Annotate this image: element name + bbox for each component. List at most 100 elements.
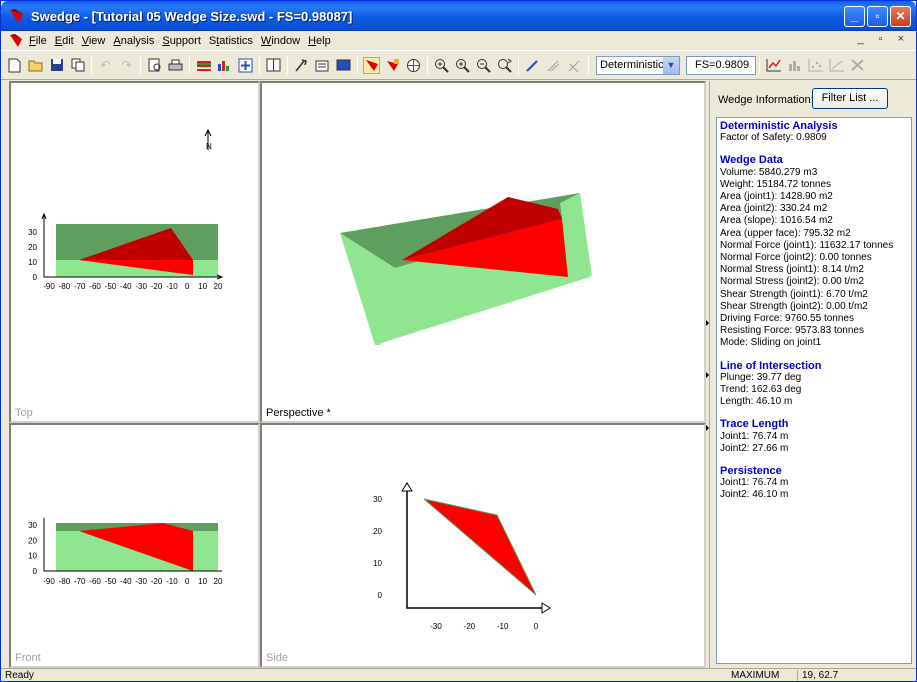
info-line: Factor of Safety: 0.9809: [720, 132, 827, 144]
top-view-pane[interactable]: N -90 -80 -70 -60 -50 -40 -30 -20 -10 0 10 20 30 20 10…: [9, 81, 260, 423]
zoom-in-icon[interactable]: [454, 57, 471, 74]
copy-icon[interactable]: [69, 57, 86, 74]
bar-chart-icon[interactable]: [786, 57, 803, 74]
analysis-mode-value: Deterministic: [600, 59, 664, 71]
zoom-out-icon[interactable]: [475, 57, 492, 74]
axis-tick-label: 20: [214, 282, 223, 291]
menu-support[interactable]: Support: [162, 34, 201, 47]
pencil-icon[interactable]: [524, 57, 541, 74]
axis-tick-label: 0: [185, 577, 190, 586]
menu-view[interactable]: View: [81, 34, 106, 47]
menu-window[interactable]: Window: [260, 34, 301, 47]
print-preview-icon[interactable]: [146, 57, 163, 74]
redo-icon[interactable]: ↷: [121, 58, 132, 72]
info-line: Plunge: 39.77 deg: [720, 371, 802, 383]
status-coordinates: 19, 62.7: [797, 670, 838, 681]
bolt-icon[interactable]: [293, 57, 310, 74]
wedge-upper: [79, 228, 193, 260]
section-title: Trace Length: [720, 418, 789, 431]
stereonet-icon[interactable]: [405, 57, 422, 74]
maximize-button[interactable]: ▫: [867, 6, 888, 27]
edit-support-icon[interactable]: [545, 57, 562, 74]
clear-chart-icon[interactable]: [849, 57, 866, 74]
rotate-view-icon[interactable]: [496, 57, 513, 74]
north-label: N: [206, 142, 212, 151]
sensitivity-chart-icon[interactable]: [828, 57, 845, 74]
axis-tick-label: -30: [135, 577, 147, 586]
front-view-pane[interactable]: -90 -80 -70 -60 -50 -40 -30 -20 -10 0 10 20 30 20 10 0 …: [9, 423, 260, 668]
axis-tick-label: -40: [120, 577, 132, 586]
toolbar-separator: [588, 56, 589, 74]
document-icon[interactable]: [9, 33, 25, 48]
histogram-icon[interactable]: [216, 57, 233, 74]
wedge-slope: [402, 219, 568, 277]
display-options-icon[interactable]: [335, 57, 352, 74]
axis-tick-label: 20: [373, 527, 382, 536]
wedge-render-icon[interactable]: [384, 57, 401, 74]
info-line: Trend: 162.63 deg: [720, 384, 802, 396]
filter-list-button[interactable]: Filter List ...: [812, 88, 888, 109]
chart-icon[interactable]: [765, 57, 782, 74]
side-view-pane[interactable]: -30 -20 -10 0 30 20 10 0 Side: [260, 423, 706, 668]
joint-planes-icon[interactable]: [195, 57, 212, 74]
info-line: Normal Force (joint1): 11632.17 tonnes: [720, 239, 894, 251]
side-view-canvas: -30 -20 -10 0 30 20 10 0: [373, 482, 551, 631]
info-line: Weight: 15184.72 tonnes: [720, 178, 832, 190]
view-label: Front: [15, 652, 41, 664]
axis-tick-label: -20: [151, 282, 163, 291]
axis-tick-label: 0: [378, 591, 383, 600]
print-icon[interactable]: [167, 57, 184, 74]
axis-tick-label: 0: [33, 273, 38, 282]
menu-statistics[interactable]: Statistics: [208, 34, 253, 47]
info-line: Area (slope): 1016.54 m2: [720, 215, 833, 227]
new-file-icon[interactable]: [6, 57, 23, 74]
wedge-information-panel: Wedge Information: Filter List ... Deter…: [709, 81, 916, 668]
axis-tick-label: 30: [28, 228, 37, 237]
info-line: Joint2: 27.66 m: [720, 442, 789, 454]
zoom-all-icon[interactable]: [433, 57, 450, 74]
properties-icon[interactable]: [314, 57, 331, 74]
top-view-canvas: N -90 -80 -70 -60 -50 -40 -30 -20 -10 0 10 20 30 20 10…: [28, 128, 224, 291]
wedge-side: [423, 498, 537, 596]
title-bar[interactable]: Swedge - [Tutorial 05 Wedge Size.swd - F…: [1, 1, 916, 31]
toolbar-separator: [189, 56, 190, 74]
close-button[interactable]: ✕: [890, 6, 911, 27]
wedge-upper: [402, 197, 562, 260]
view-label: Top: [15, 407, 33, 419]
axis-tick-label: 30: [28, 521, 37, 530]
axis-tick-label: -90: [43, 577, 55, 586]
analysis-mode-select[interactable]: Deterministic ▼: [596, 55, 680, 75]
axis-tick-label: 30: [373, 495, 382, 504]
perspective-view-pane[interactable]: Perspective *: [260, 81, 706, 423]
toolbar-separator: [287, 56, 288, 74]
add-support-icon[interactable]: [237, 57, 254, 74]
layout-panes-icon[interactable]: [265, 57, 282, 74]
axis-tick-label: -70: [74, 577, 86, 586]
delete-support-icon[interactable]: [566, 57, 583, 74]
mdi-window-controls[interactable]: _ ▫ ×: [857, 33, 910, 45]
axis-tick-label: 20: [28, 536, 37, 545]
menu-help[interactable]: Help: [308, 34, 331, 47]
info-line: Normal Stress (joint2): 0.00 t/m2: [720, 276, 864, 288]
scatter-chart-icon[interactable]: [807, 57, 824, 74]
wedge-information-list[interactable]: Deterministic Analysis Factor of Safety: …: [716, 117, 912, 664]
info-line: Area (joint2): 330.24 m2: [720, 203, 828, 215]
section-title: Line of Intersection: [720, 359, 822, 372]
status-mode: MAXIMUM: [731, 670, 780, 681]
axis-tick-label: 20: [28, 243, 37, 252]
wedge-view-icon[interactable]: [363, 56, 380, 74]
status-text: Ready: [5, 670, 34, 681]
menu-edit[interactable]: Edit: [54, 34, 74, 47]
menu-file[interactable]: File: [29, 34, 47, 47]
minimize-button[interactable]: _: [844, 6, 865, 27]
wedge-front: [79, 523, 193, 571]
factor-of-safety-field[interactable]: FS=0.9809: [686, 55, 756, 75]
menu-analysis[interactable]: Analysis: [113, 34, 155, 47]
open-folder-icon[interactable]: [27, 57, 44, 74]
save-icon[interactable]: [48, 57, 65, 74]
axis-tick-label: -50: [105, 282, 117, 291]
chevron-down-icon[interactable]: ▼: [663, 56, 679, 74]
axis-tick-label: -10: [166, 282, 178, 291]
axis-tick-label: 10: [198, 282, 207, 291]
undo-icon[interactable]: ↶: [100, 58, 111, 72]
